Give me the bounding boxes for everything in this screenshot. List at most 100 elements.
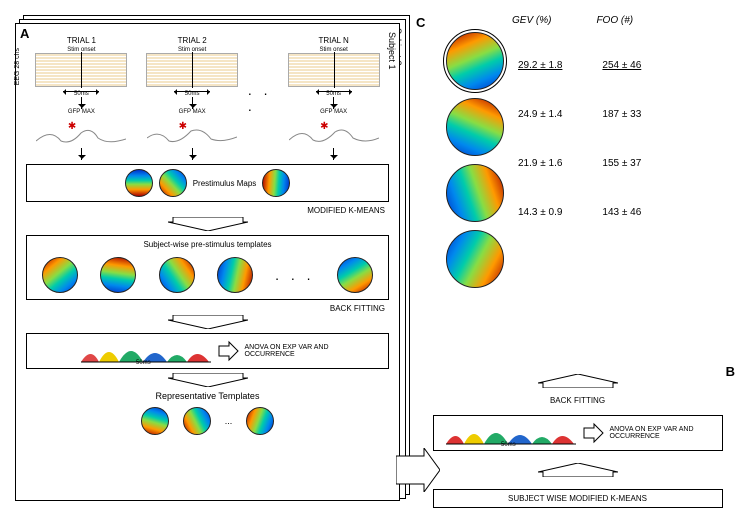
topomap-icon — [42, 257, 78, 293]
gfp-star-icon: ✱ — [179, 121, 187, 132]
trial-1-eeg — [35, 53, 127, 87]
subj-templates-label: Subject-wise pre-stimulus templates — [143, 240, 271, 249]
stim-line-icon — [81, 52, 82, 88]
gev-value: 14.3 ± 0.9 — [518, 207, 562, 218]
figure-container: Subject N Subject 2 A Subject 1 EEG 28 c… — [15, 15, 739, 502]
window-arrow-icon — [174, 91, 210, 92]
big-arrow-down-icon — [168, 315, 248, 329]
foo-value: 155 ± 37 — [602, 158, 641, 169]
topomap-icon — [125, 169, 153, 197]
backfit-label: BACK FITTING — [30, 304, 385, 313]
trial-1: TRIAL 1 Stim onset 50ms GFP MAX ✱ — [26, 36, 136, 160]
gev-value: 21.9 ± 1.6 — [518, 158, 562, 169]
subj-kmeans-box: SUBJECT WISE MODIFIED K-MEANS — [433, 489, 723, 508]
panel-a-label: A — [20, 26, 29, 41]
down-arrow-icon — [333, 148, 334, 160]
svg-text:50ms: 50ms — [136, 360, 151, 364]
topomap-icon — [141, 407, 169, 435]
big-arrow-up-icon — [538, 374, 618, 388]
connector-arrow-icon — [396, 448, 440, 492]
topomap-icon — [100, 257, 136, 293]
subj-kmeans-label: SUBJECT WISE MODIFIED K-MEANS — [508, 494, 647, 503]
panel-b-label: B — [726, 364, 735, 379]
backfit-label-b: BACK FITTING — [550, 396, 605, 405]
trial-n: TRIAL N Stim onset 50ms GFP MAX ✱ — [279, 36, 389, 160]
window-arrow-icon — [316, 91, 352, 92]
foo-header: FOO (#) — [596, 15, 633, 26]
trial-1-title: TRIAL 1 — [67, 36, 96, 45]
stim-line-icon — [192, 52, 193, 88]
foo-value: 254 ± 46 — [602, 60, 641, 71]
gev-value: 24.9 ± 1.4 — [518, 109, 562, 120]
big-arrow-down-icon — [168, 217, 248, 231]
prestim-maps-box: Prestimulus Maps — [26, 164, 389, 202]
panel-c-label: C — [416, 15, 425, 30]
foo-value: 143 ± 46 — [602, 207, 641, 218]
right-column: C GEV (%) FOO (#) 29.2 ± 1.8 254 ± 46 — [416, 15, 739, 502]
dots-icon: . . . — [248, 82, 278, 114]
trials-row: TRIAL 1 Stim onset 50ms GFP MAX ✱ — [26, 36, 389, 160]
gfp-wave-2: ✱ — [147, 123, 237, 148]
gfp-segments-icon: 50ms — [81, 338, 211, 364]
panel-b-backfit-box: 50ms ANOVA ON EXP VAR AND OCCURRENCE — [433, 415, 723, 451]
gfp-wave-1: ✱ — [36, 123, 126, 148]
dots-icon: . . . — [275, 267, 314, 283]
anova-block: ANOVA ON EXP VAR AND OCCURRENCE — [217, 340, 335, 362]
gfp-star-icon: ✱ — [320, 121, 328, 132]
topomap-icon — [446, 98, 504, 156]
dots-icon: ... — [225, 416, 233, 426]
stim-line-icon — [334, 52, 335, 88]
panel-a-wrapper: Subject N Subject 2 A Subject 1 EEG 28 c… — [15, 15, 410, 502]
panel-a: A Subject 1 EEG 28 chs TRIAL 1 Stim onse… — [15, 23, 400, 501]
table-row: 14.3 ± 0.9 143 ± 46 — [518, 207, 641, 218]
topomap-icon — [446, 32, 504, 90]
trial-n-title: TRIAL N — [318, 36, 348, 45]
subject-1-label: Subject 1 — [387, 32, 397, 70]
anova-label-b: ANOVA ON EXP VAR AND OCCURRENCE — [610, 426, 710, 440]
panel-c-table: 29.2 ± 1.8 254 ± 46 24.9 ± 1.4 187 ± 33 … — [446, 32, 739, 288]
svg-text:50ms: 50ms — [501, 442, 516, 446]
arrow-right-icon — [582, 422, 604, 444]
panel-c: C GEV (%) FOO (#) 29.2 ± 1.8 254 ± 46 — [416, 15, 739, 372]
table-row: 24.9 ± 1.4 187 ± 33 — [518, 109, 641, 120]
big-arrow-up-icon — [538, 463, 618, 477]
rep-templates-label: Representative Templates — [26, 391, 389, 401]
table-row: 21.9 ± 1.6 155 ± 37 — [518, 158, 641, 169]
trial-dots: . . . — [248, 36, 278, 160]
trial-n-eeg — [288, 53, 380, 87]
panel-c-headers: GEV (%) FOO (#) — [512, 15, 739, 26]
gfp-wave-n: ✱ — [289, 123, 379, 148]
foo-value: 187 ± 33 — [602, 109, 641, 120]
topomap-icon — [159, 169, 187, 197]
down-arrow-icon — [192, 97, 193, 109]
topomap-icon — [337, 257, 373, 293]
window-arrow-icon — [63, 91, 99, 92]
arrow-right-icon — [217, 340, 239, 362]
trial-2-eeg — [146, 53, 238, 87]
backfit-box: 50ms ANOVA ON EXP VAR AND OCCURRENCE — [26, 333, 389, 369]
topomap-icon — [446, 230, 504, 288]
trial-2: TRIAL 2 Stim onset 50ms GFP MAX ✱ — [137, 36, 247, 160]
gev-header: GEV (%) — [512, 15, 551, 26]
down-arrow-icon — [333, 97, 334, 109]
prestim-maps-label: Prestimulus Maps — [193, 179, 257, 188]
topomap-icon — [262, 169, 290, 197]
topomap-icon — [159, 257, 195, 293]
table-row: 29.2 ± 1.8 254 ± 46 — [518, 60, 641, 71]
kmeans-label: MODIFIED K-MEANS — [30, 206, 385, 215]
topomap-icon — [183, 407, 211, 435]
topomap-icon — [446, 164, 504, 222]
panel-c-values: 29.2 ± 1.8 254 ± 46 24.9 ± 1.4 187 ± 33 … — [518, 32, 641, 288]
down-arrow-icon — [81, 97, 82, 109]
topomap-icon — [217, 257, 253, 293]
panel-b: B BACK FITTING — [416, 372, 739, 502]
down-arrow-icon — [81, 148, 82, 160]
gev-value: 29.2 ± 1.8 — [518, 60, 562, 71]
trial-2-title: TRIAL 2 — [178, 36, 207, 45]
topomap-icon — [246, 407, 274, 435]
gfp-segments-icon: 50ms — [446, 420, 576, 446]
gfp-star-icon: ✱ — [68, 121, 76, 132]
subj-templates-box: Subject-wise pre-stimulus templates . . … — [26, 235, 389, 300]
down-arrow-icon — [192, 148, 193, 160]
anova-label: ANOVA ON EXP VAR AND OCCURRENCE — [245, 344, 335, 358]
